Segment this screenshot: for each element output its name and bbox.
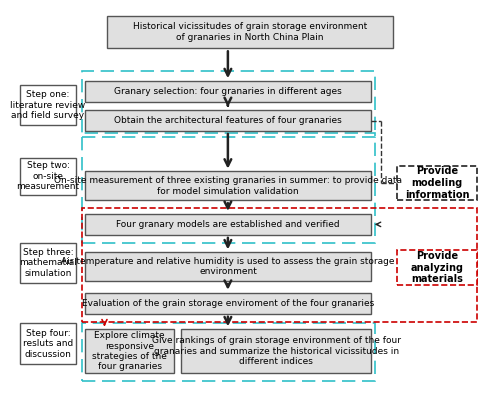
Text: Granary selection: four granaries in different ages: Granary selection: four granaries in dif… [114, 87, 342, 96]
FancyBboxPatch shape [86, 329, 174, 373]
FancyBboxPatch shape [86, 252, 371, 281]
FancyBboxPatch shape [86, 214, 371, 235]
Text: Step three:
mathematial
simulation: Step three: mathematial simulation [19, 248, 77, 278]
Text: Step four:
resluts and
discussion: Step four: resluts and discussion [23, 329, 73, 358]
FancyBboxPatch shape [86, 110, 371, 131]
FancyBboxPatch shape [86, 293, 371, 314]
FancyBboxPatch shape [107, 16, 393, 48]
Text: Step one:
literature review
and field survey: Step one: literature review and field su… [10, 90, 86, 120]
Text: Explore climate
responsive
strategies of the
four granaries: Explore climate responsive strategies of… [92, 331, 167, 371]
Text: Provide
analyzing
materials: Provide analyzing materials [410, 251, 464, 284]
Text: Historical vicissitudes of grain storage environment
of granaries in North China: Historical vicissitudes of grain storage… [132, 22, 367, 42]
Text: Give rankings of grain storage environment of the four
granaries and summarize t: Give rankings of grain storage environme… [152, 336, 400, 366]
FancyBboxPatch shape [20, 85, 76, 125]
Text: Obtain the architectural features of four granaries: Obtain the architectural features of fou… [114, 116, 342, 125]
FancyBboxPatch shape [86, 171, 371, 200]
Text: On-site measurement of three existing granaries in summer: to provide data
for m: On-site measurement of three existing gr… [54, 176, 402, 196]
FancyBboxPatch shape [20, 242, 76, 283]
FancyBboxPatch shape [398, 250, 476, 285]
FancyBboxPatch shape [20, 158, 76, 195]
FancyBboxPatch shape [398, 166, 476, 200]
Text: Air temperature and relative humidity is used to assess the grain storage
enviro: Air temperature and relative humidity is… [62, 257, 395, 276]
FancyBboxPatch shape [182, 329, 371, 373]
Text: Evaluation of the grain storage enviroment of the four granaries: Evaluation of the grain storage envirome… [82, 299, 374, 308]
Text: Four granary models are established and verified: Four granary models are established and … [116, 220, 340, 229]
FancyBboxPatch shape [86, 81, 371, 102]
Text: Step two:
on-site
measurement: Step two: on-site measurement [16, 162, 80, 191]
Text: Provide
modeling
information: Provide modeling information [405, 167, 469, 200]
FancyBboxPatch shape [20, 323, 76, 364]
